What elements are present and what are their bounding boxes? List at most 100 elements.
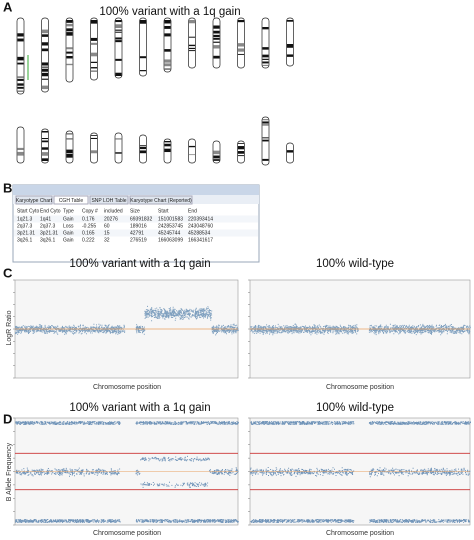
chromosome-band xyxy=(213,25,220,29)
chromosome xyxy=(139,134,147,164)
chromosome-band xyxy=(213,34,220,38)
table-cell: 166063099 xyxy=(158,237,183,243)
chromosome-band xyxy=(213,159,220,161)
chromosome-band xyxy=(17,86,24,89)
chromosome-band xyxy=(188,47,196,50)
table-cell: -0.255 xyxy=(82,223,96,229)
chromosome-band xyxy=(90,37,98,41)
data-points xyxy=(15,421,239,523)
chromosome-band xyxy=(286,54,294,57)
chromosome-band xyxy=(262,139,269,142)
chromosome-body xyxy=(114,17,123,79)
chromosome-band xyxy=(41,66,49,68)
chromosome xyxy=(261,116,270,166)
chromosome xyxy=(41,128,49,164)
chromosome-band xyxy=(66,23,73,27)
column-header: included xyxy=(104,208,123,214)
table-cell: 45245744 xyxy=(158,230,180,236)
table-cell: 242853745 xyxy=(158,223,183,229)
chromosome-band xyxy=(17,83,24,86)
table-cell: 0.176 xyxy=(82,216,95,222)
chromosome-band xyxy=(262,64,269,66)
table-cell: 0.165 xyxy=(82,230,95,236)
chromosome-band xyxy=(164,33,171,37)
x-axis-label: Chromosome position xyxy=(326,384,394,391)
chromosome xyxy=(65,130,74,164)
table-cell: 189016 xyxy=(130,223,147,229)
column-header: Size xyxy=(130,208,140,214)
y-axis-label: B Allele Frequency xyxy=(6,442,13,501)
panel-title: 100% variant with a 1q gain xyxy=(99,6,240,18)
chromosome-body xyxy=(90,132,98,164)
chromosome-band xyxy=(90,52,98,57)
chromosome-band xyxy=(262,58,269,60)
chromosome-band xyxy=(41,68,49,72)
chromosome-band xyxy=(66,149,73,154)
chromosome-band xyxy=(286,44,294,48)
chromosome-band xyxy=(66,55,73,59)
chromosome xyxy=(163,138,172,164)
chromosome-band xyxy=(41,131,49,133)
chromosome-band xyxy=(41,29,49,34)
table-cell: 166341617 xyxy=(188,237,213,243)
chromosome-band xyxy=(66,20,73,23)
chromosome-band xyxy=(41,152,49,156)
chromosome-band xyxy=(213,55,220,59)
chromosome-band xyxy=(262,124,269,126)
chromosome-band xyxy=(17,147,24,150)
chromosome-band xyxy=(115,24,122,28)
chromosome-body xyxy=(286,17,294,67)
chromosome-band xyxy=(17,56,24,61)
chromosome-band xyxy=(90,61,98,63)
table-cell: 60 xyxy=(104,223,110,229)
chromosome-band xyxy=(164,59,171,63)
chromosome-body xyxy=(212,17,221,69)
table-cell: Gain xyxy=(63,216,74,222)
chromosome-band xyxy=(41,62,49,66)
chromosome-band xyxy=(66,47,73,50)
chromosome-band xyxy=(262,54,269,58)
chromosome xyxy=(114,132,123,164)
table-cell: 3p21.31 xyxy=(17,230,35,236)
column-header: End Cyto xyxy=(40,208,61,214)
table-cell: 15 xyxy=(104,230,110,236)
chromosome-band xyxy=(237,143,245,144)
table-cell: 3p21.31 xyxy=(40,230,58,236)
column-header: Type xyxy=(63,208,74,214)
chromosome-band xyxy=(164,148,171,153)
chromosome-band xyxy=(90,20,98,24)
chromosome-band xyxy=(213,45,220,49)
table-cell: 276519 xyxy=(130,237,147,243)
chromosome-band xyxy=(115,29,122,31)
chromosome-band xyxy=(41,42,49,46)
chromosome xyxy=(188,17,196,69)
chromosome-body xyxy=(16,17,25,95)
chromosome-body xyxy=(65,17,74,83)
chromosome-band xyxy=(164,49,171,52)
tab-label: SNP LOH Table xyxy=(91,198,126,204)
chromosome-band xyxy=(66,138,73,140)
plot-title: 100% variant with a 1q gain xyxy=(69,402,210,414)
chromosome-body xyxy=(41,128,49,164)
chromosome-body xyxy=(90,17,98,81)
chromosome xyxy=(237,140,245,164)
table-cell: 45288534 xyxy=(188,230,210,236)
chromosome-band xyxy=(90,137,98,139)
row-stripe xyxy=(14,215,258,223)
chromosome-band xyxy=(164,63,171,67)
tab xyxy=(89,195,129,205)
x-axis-label: Chromosome position xyxy=(93,384,161,391)
chromosome-band xyxy=(262,47,269,50)
chromosome-band xyxy=(17,90,24,92)
tab-label: Karyotype Chart xyxy=(16,198,53,204)
chromosome xyxy=(163,17,172,73)
chromosome xyxy=(114,17,123,79)
table-cell: 2q37.3 xyxy=(17,223,33,229)
chromosome-band xyxy=(213,155,220,159)
chromosome-band xyxy=(17,151,24,156)
chromosome-band xyxy=(237,146,245,150)
chromosome-band xyxy=(41,34,49,37)
table-cell: 220393414 xyxy=(188,216,213,222)
tab xyxy=(15,195,53,205)
table-cell: Loss xyxy=(63,223,74,229)
